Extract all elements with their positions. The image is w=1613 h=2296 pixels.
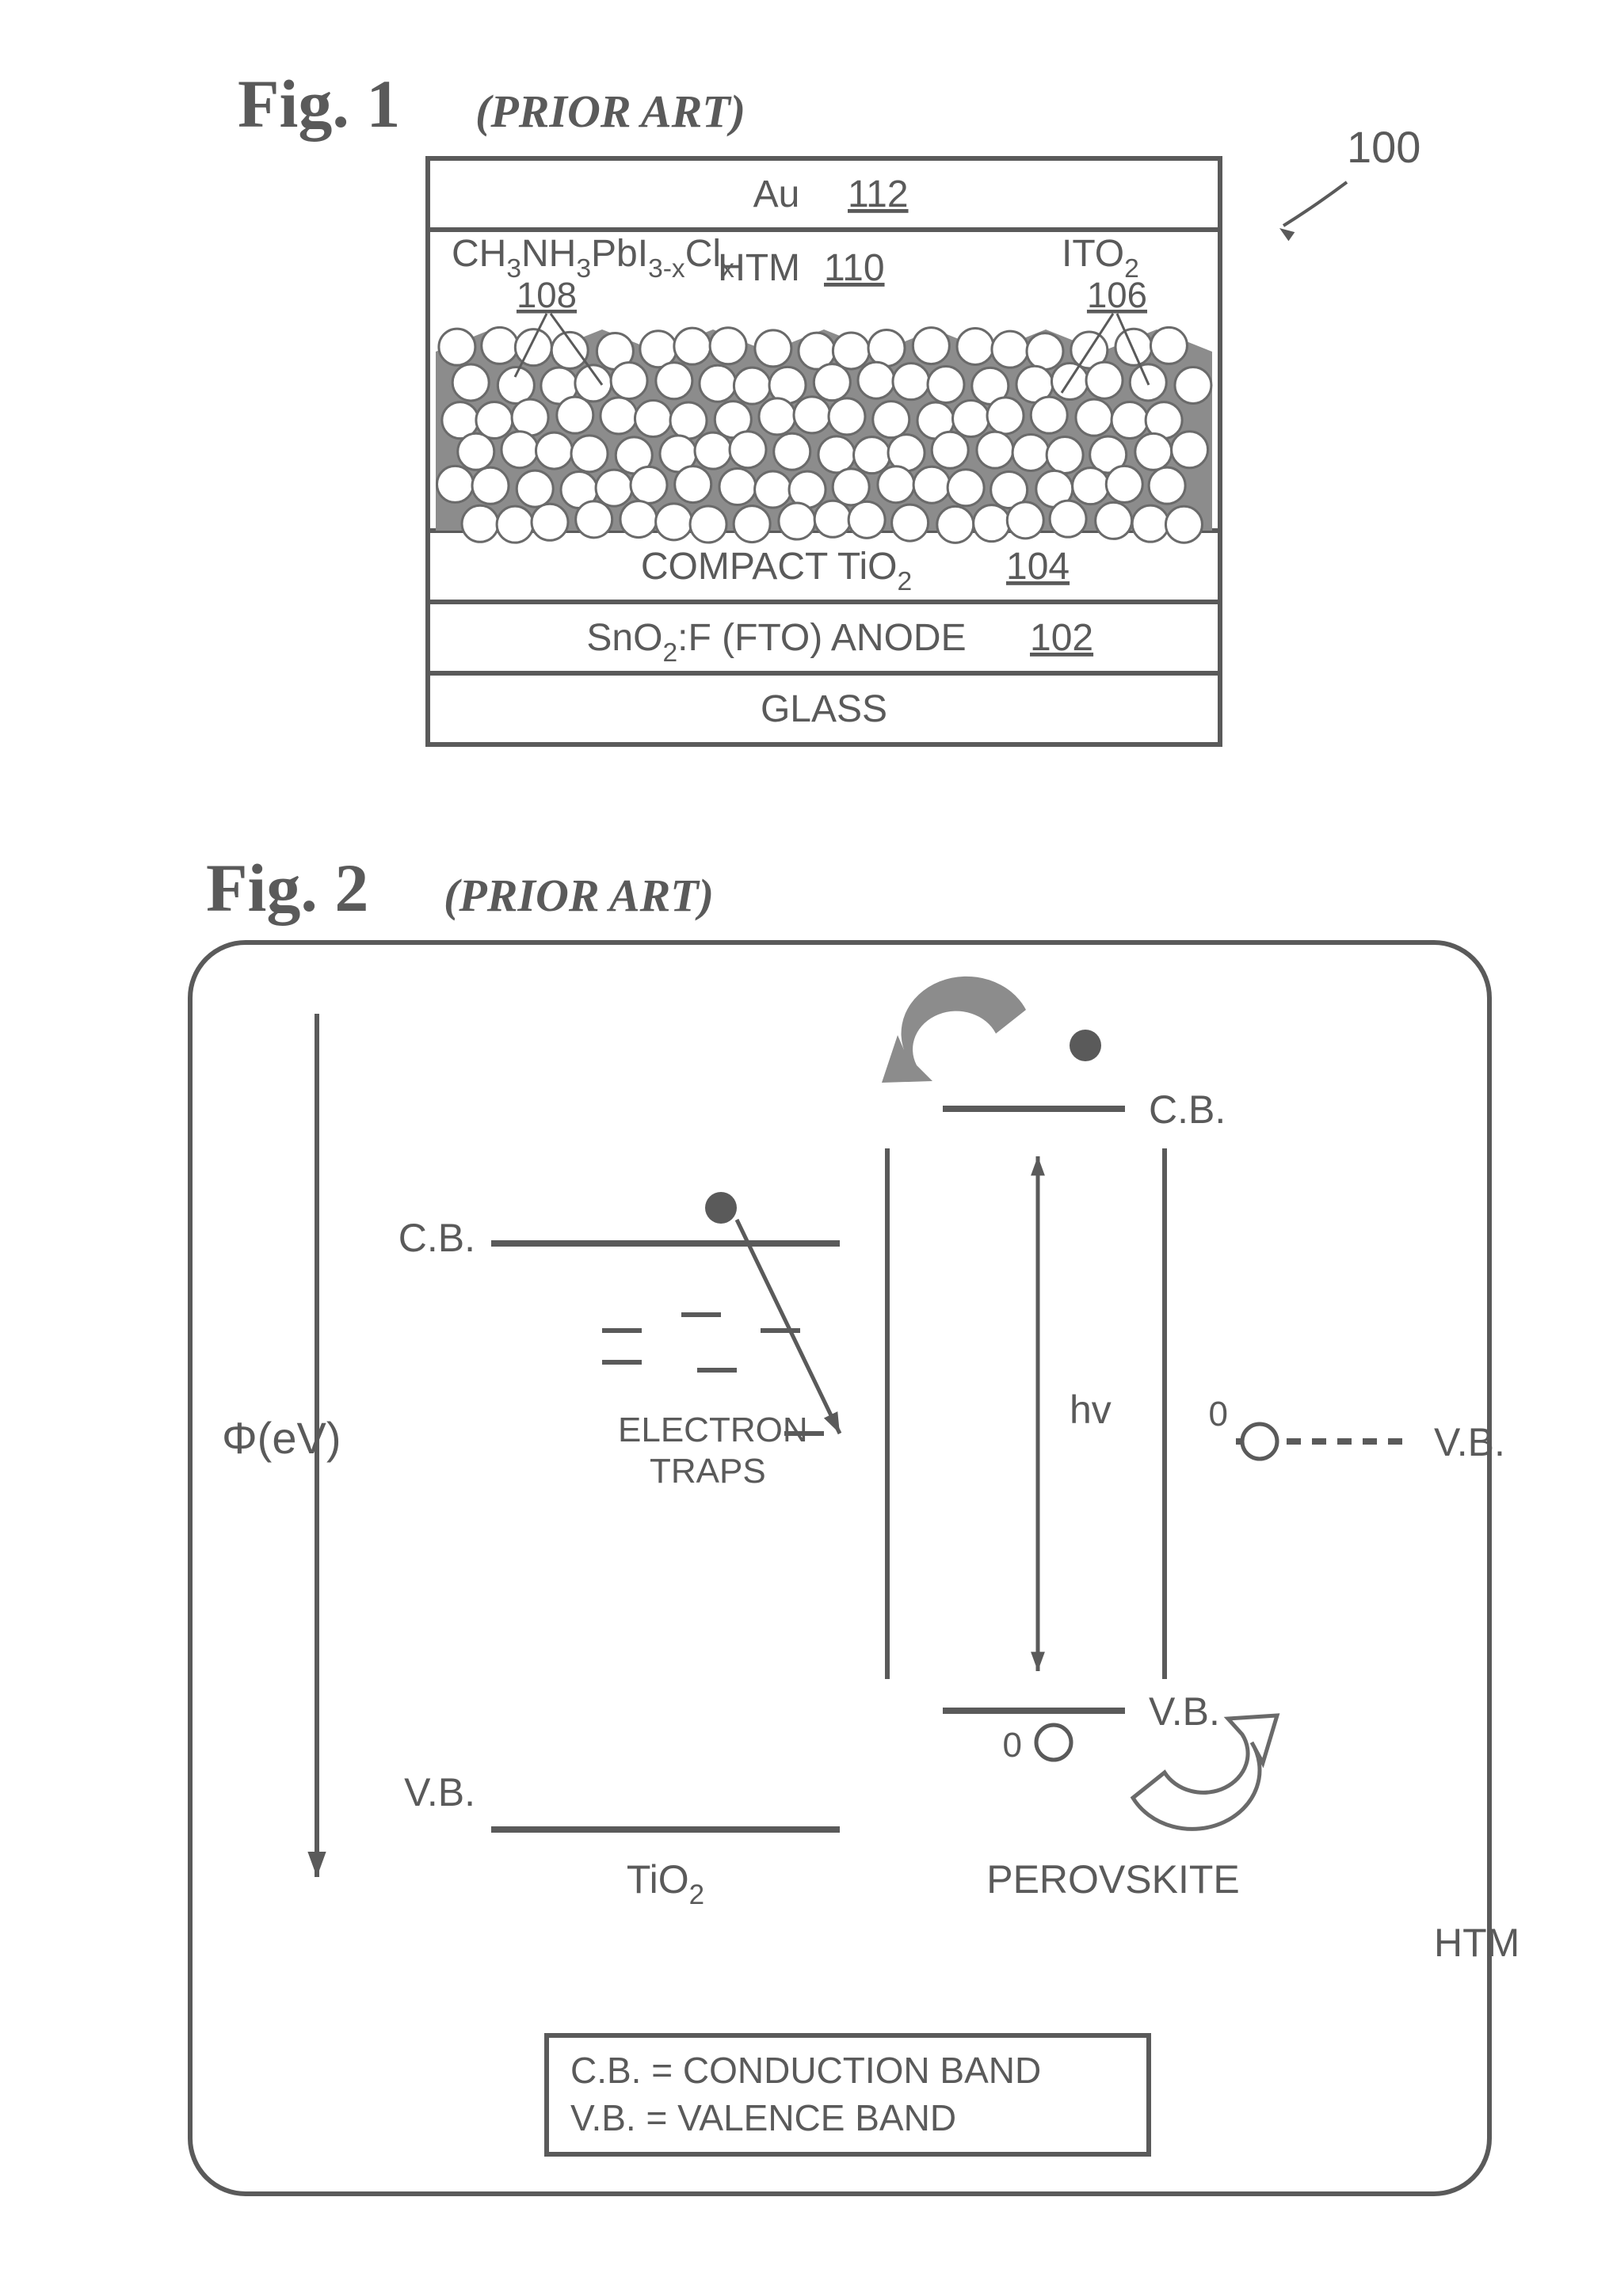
svg-text:100: 100 [1347, 122, 1420, 172]
fig2 [190, 855, 1489, 2202]
fig2-legend [547, 2035, 1149, 2154]
fig1 [238, 63, 1347, 776]
